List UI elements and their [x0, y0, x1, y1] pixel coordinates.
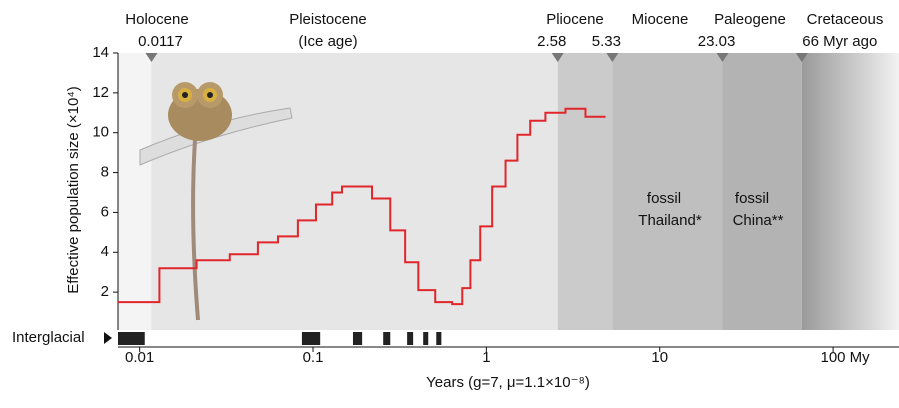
boundary-label: 5.33 [592, 33, 621, 50]
boundary-label: 23.03 [698, 33, 736, 50]
epoch-name: Miocene [632, 11, 689, 28]
epoch-band [612, 53, 723, 330]
boundary-label: 0.0117 [138, 33, 183, 50]
epoch-band [801, 53, 899, 330]
epoch-name: Holocene [125, 11, 188, 28]
annotation: fossil [647, 190, 681, 207]
x-tick-label: 0.1 [303, 349, 324, 366]
y-tick-label: 4 [101, 243, 109, 260]
x-tick-label: 0.01 [125, 349, 154, 366]
epoch-band [118, 53, 152, 330]
y-tick-label: 14 [92, 44, 109, 61]
interglacial-bar [301, 332, 321, 345]
x-tick-label: 10 [651, 349, 668, 366]
boundary-marker [551, 53, 564, 62]
interglacial-bar [423, 332, 429, 345]
step-line [118, 107, 606, 306]
epoch-name: Cretaceous [807, 11, 884, 28]
interglacial-bar [407, 332, 414, 345]
interglacial-bar [118, 332, 145, 345]
y-tick-label: 2 [101, 283, 109, 300]
annotation: fossil [735, 190, 769, 207]
interglacial-bar [352, 332, 363, 345]
y-tick-label: 8 [101, 164, 109, 181]
interglacial-label: Interglacial [12, 329, 85, 346]
y-tick-label: 12 [92, 84, 109, 101]
x-tick-label: 1 [482, 349, 490, 366]
interglacial-bar [383, 332, 391, 345]
boundary-label: 66 Myr ago [802, 33, 877, 50]
y-tick-label: 6 [101, 203, 109, 220]
epoch-band [722, 53, 802, 330]
epoch-name: Pliocene [546, 11, 604, 28]
epoch-name: Pleistocene [289, 11, 367, 28]
epoch-note: (Ice age) [298, 33, 357, 50]
y-tick-label: 10 [92, 124, 109, 141]
boundary-label: 2.58 [537, 33, 566, 50]
tarsier-illustration [139, 82, 293, 321]
x-axis-label: Years (g=7, μ=1.1×10⁻⁸) [426, 374, 590, 391]
epoch-name: Paleogene [714, 11, 786, 28]
y-axis-label: Effective population size (×10⁴) [65, 86, 82, 294]
interglacial-bar [436, 332, 442, 345]
interglacial-arrow [104, 332, 112, 344]
boundary-marker [795, 53, 808, 62]
epoch-band [557, 53, 613, 330]
boundary-marker [145, 53, 158, 62]
annotation: China** [733, 212, 784, 229]
boundary-marker [606, 53, 619, 62]
boundary-marker [716, 53, 729, 62]
annotation: Thailand* [638, 212, 702, 229]
x-tick-label: 100 My [820, 349, 870, 366]
